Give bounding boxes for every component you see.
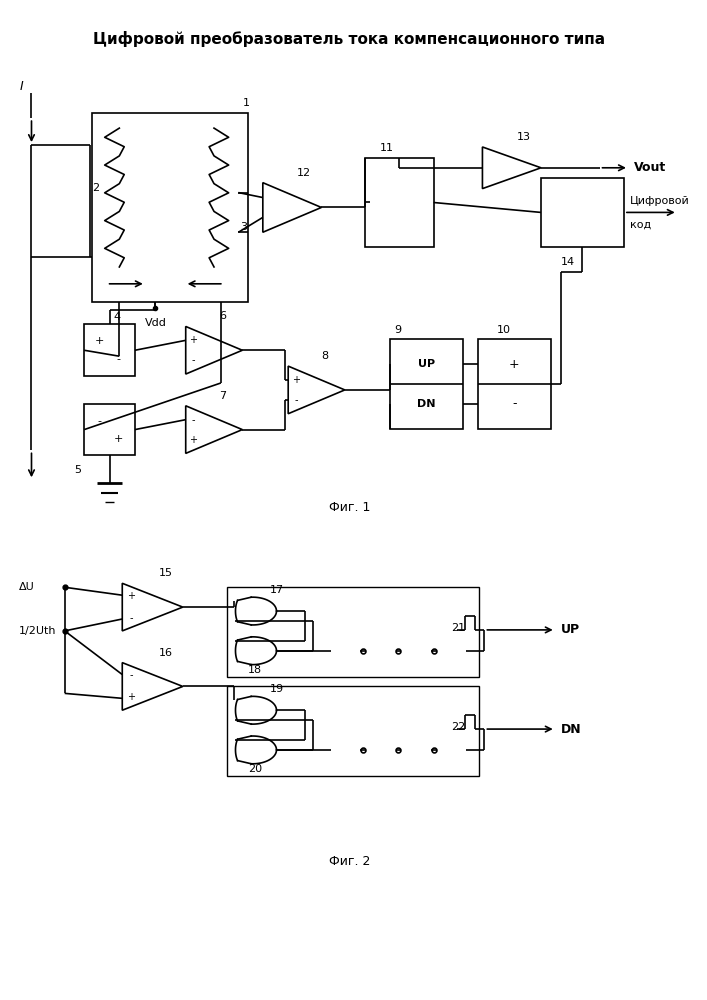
- Text: 1: 1: [243, 98, 250, 108]
- Text: DN: DN: [417, 399, 436, 409]
- Polygon shape: [288, 366, 345, 414]
- Text: Фиг. 1: Фиг. 1: [329, 501, 370, 514]
- Text: 12: 12: [297, 168, 311, 178]
- Polygon shape: [122, 663, 183, 710]
- Text: UP: UP: [561, 623, 580, 636]
- Text: +: +: [127, 591, 135, 601]
- Bar: [84, 324, 135, 376]
- Bar: [92, 113, 248, 302]
- Bar: [541, 178, 624, 247]
- Text: 9: 9: [395, 325, 402, 335]
- Bar: [436, 735, 466, 765]
- Bar: [331, 636, 361, 666]
- Text: Фиг. 2: Фиг. 2: [329, 855, 370, 868]
- Text: 10: 10: [497, 325, 511, 335]
- Bar: [366, 158, 433, 247]
- Polygon shape: [263, 183, 322, 232]
- Bar: [477, 339, 551, 429]
- Text: +: +: [189, 335, 197, 345]
- Text: +: +: [292, 375, 300, 385]
- Text: 20: 20: [248, 764, 262, 774]
- Text: -: -: [192, 355, 195, 365]
- Text: +: +: [127, 692, 135, 702]
- Text: DN: DN: [561, 723, 581, 736]
- Text: -: -: [294, 395, 298, 405]
- Text: -: -: [98, 416, 102, 426]
- Text: 18: 18: [248, 665, 262, 675]
- Text: 4: 4: [114, 312, 121, 322]
- Bar: [390, 339, 463, 429]
- Text: 2: 2: [92, 183, 99, 193]
- Polygon shape: [122, 583, 183, 631]
- Text: 16: 16: [158, 648, 173, 658]
- Text: +: +: [114, 434, 123, 444]
- Text: 8: 8: [322, 351, 329, 361]
- Bar: [227, 587, 479, 677]
- Text: Цифровой преобразователь тока компенсационного типа: Цифровой преобразователь тока компенсаци…: [93, 31, 605, 47]
- Text: +: +: [189, 435, 197, 445]
- Bar: [402, 735, 431, 765]
- Text: 14: 14: [561, 257, 575, 267]
- Text: +: +: [509, 358, 520, 371]
- Polygon shape: [186, 406, 243, 453]
- Text: -: -: [129, 613, 133, 623]
- Bar: [402, 636, 431, 666]
- Bar: [366, 735, 395, 765]
- Bar: [436, 636, 466, 666]
- Text: ΔU: ΔU: [19, 582, 35, 592]
- Text: +: +: [95, 336, 105, 346]
- Text: 1/2Uth: 1/2Uth: [19, 626, 57, 636]
- Text: -: -: [129, 671, 133, 681]
- Bar: [84, 404, 135, 455]
- Text: 6: 6: [219, 311, 226, 321]
- Text: 19: 19: [269, 684, 284, 694]
- Text: 17: 17: [269, 585, 284, 595]
- Polygon shape: [186, 326, 243, 374]
- Bar: [227, 686, 479, 776]
- Text: 13: 13: [517, 132, 530, 142]
- Text: -: -: [512, 397, 516, 410]
- Bar: [366, 636, 395, 666]
- Text: 3: 3: [240, 222, 247, 232]
- Text: UP: UP: [418, 359, 435, 369]
- Text: I: I: [20, 80, 23, 93]
- Text: 21: 21: [451, 623, 465, 633]
- Text: -: -: [192, 415, 195, 425]
- Text: код: код: [630, 219, 651, 229]
- Text: 11: 11: [380, 143, 394, 153]
- Text: Vout: Vout: [633, 161, 666, 174]
- Text: 5: 5: [74, 465, 81, 475]
- Text: Vdd: Vdd: [144, 318, 166, 328]
- Text: -: -: [117, 354, 120, 364]
- Text: 7: 7: [219, 391, 226, 401]
- Bar: [331, 735, 361, 765]
- Polygon shape: [482, 147, 541, 189]
- Text: Цифровой: Цифровой: [630, 196, 689, 206]
- Text: 22: 22: [451, 722, 465, 732]
- Text: 15: 15: [158, 568, 173, 578]
